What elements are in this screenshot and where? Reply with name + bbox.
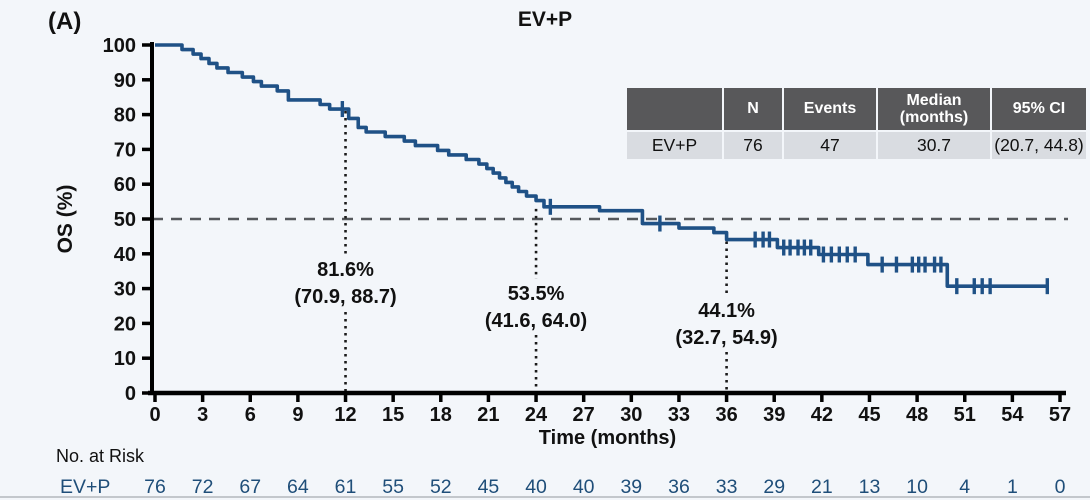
x-tick-label: 30 [620,404,642,426]
bottom-divider [0,496,1090,498]
risk-count: 4 [959,476,970,498]
summary-table: N Events Median (months) 95% CI EV+P 76 … [627,88,1086,159]
y-tick-label: 60 [114,174,136,196]
y-tick-label: 100 [103,35,136,57]
y-tick-label: 50 [114,209,136,231]
summary-cell-n: 76 [724,132,782,159]
summary-cell-ci: (20.7, 44.8) [992,132,1086,159]
summary-header-n: N [724,88,782,130]
x-axis-title: Time (months) [539,427,676,449]
summary-header-median: Median (months) [878,88,990,130]
x-tick-label: 33 [668,404,690,426]
x-tick-label: 12 [334,404,356,426]
x-tick-label: 18 [430,404,452,426]
risk-count: 55 [382,476,404,498]
x-tick-label: 42 [811,404,833,426]
summary-cell-median: 30.7 [878,132,990,159]
risk-count: 61 [335,476,357,498]
risk-count: 76 [144,476,166,498]
risk-group-label: EV+P [60,476,110,498]
risk-count: 67 [239,476,261,498]
x-tick-label: 51 [954,404,976,426]
y-tick-label: 40 [114,244,136,266]
summary-cell-group: EV+P [627,132,722,159]
x-tick-label: 39 [763,404,785,426]
landmark-label-pct: 81.6% [317,259,374,281]
y-tick-label: 80 [114,105,136,127]
y-axis-title: OS (%) [54,185,77,254]
chart-title: EV+P [517,8,573,31]
summary-header-events: Events [784,88,876,130]
x-tick-label: 3 [197,404,208,426]
risk-count: 40 [525,476,547,498]
risk-count: 45 [478,476,500,498]
x-tick-label: 0 [149,404,160,426]
x-tick-label: 21 [477,404,499,426]
x-tick-label: 54 [1001,404,1024,426]
x-tick-label: 45 [858,404,880,426]
x-tick-label: 48 [906,404,928,426]
landmark-label-ci: (70.9, 88.7) [294,286,396,308]
risk-count: 33 [716,476,738,498]
risk-count: 64 [287,476,309,498]
y-tick-label: 70 [114,139,136,161]
y-tick-label: 0 [125,383,136,405]
risk-count: 0 [1055,476,1066,498]
landmark-label-ci: (41.6, 64.0) [485,310,587,332]
x-tick-label: 15 [382,404,404,426]
panel-label: (A) [48,8,82,35]
summary-cell-events: 47 [784,132,876,159]
risk-count: 36 [668,476,690,498]
x-tick-label: 27 [573,404,595,426]
x-tick-label: 24 [525,404,548,426]
risk-count: 52 [430,476,452,498]
summary-header-ci: 95% CI [992,88,1086,130]
y-tick-label: 90 [114,70,136,92]
landmark-label-pct: 53.5% [508,283,565,305]
risk-count: 1 [1007,476,1018,498]
risk-count: 10 [906,476,928,498]
x-tick-label: 9 [292,404,303,426]
risk-count: 72 [192,476,214,498]
landmark-label-pct: 44.1% [698,300,755,322]
x-tick-label: 36 [715,404,737,426]
risk-count: 13 [859,476,881,498]
risk-count: 21 [811,476,833,498]
risk-count: 29 [763,476,785,498]
risk-count: 40 [573,476,595,498]
x-tick-label: 6 [245,404,256,426]
risk-count: 39 [620,476,642,498]
summary-header-blank [627,88,722,130]
landmark-label-ci: (32.7, 54.9) [675,327,777,349]
x-tick-label: 57 [1049,404,1071,426]
risk-table-header: No. at Risk [56,446,145,466]
y-tick-label: 10 [114,348,136,370]
y-tick-label: 30 [114,279,136,301]
km-curve [155,43,1049,288]
y-tick-label: 20 [114,313,136,335]
